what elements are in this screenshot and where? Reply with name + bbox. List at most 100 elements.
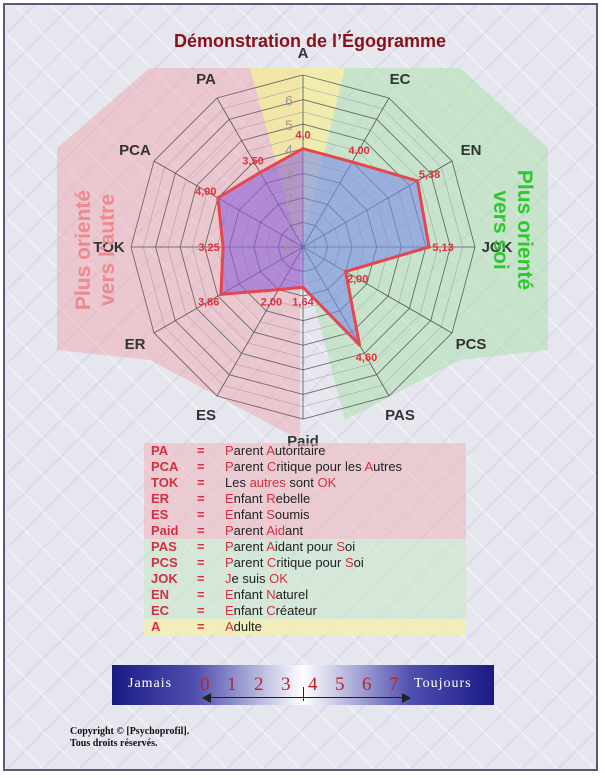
side-label-left-line2: vers l’autre (96, 194, 119, 306)
scale-arrow-line (205, 697, 407, 698)
data-point-pcs (344, 270, 348, 274)
legend-description-part: arent (233, 523, 267, 538)
axis-label-a: A (298, 45, 309, 62)
axis-label-jok: JOK (482, 239, 513, 256)
legend-description-part: S (266, 507, 275, 522)
value-label-ec: 4,00 (348, 145, 369, 157)
legend-description-part: E (225, 603, 234, 618)
legend-code: PCS (151, 555, 178, 570)
scale-number: 2 (254, 674, 264, 695)
legend-description: Enfant Naturel (225, 587, 308, 603)
side-label-left-line1: Plus orienté (72, 190, 95, 310)
legend-description-part: dulte (233, 619, 262, 634)
scale-number: 4 (308, 674, 318, 695)
legend-description-part: A (225, 619, 234, 634)
legend-code: EN (151, 587, 170, 602)
legend-description-part: R (266, 491, 276, 506)
value-label-tok: 3,25 (198, 242, 219, 254)
data-point-pa (258, 170, 262, 175)
side-label-right-line2: vers soi (489, 190, 512, 269)
data-point-ec (350, 160, 354, 164)
data-point-jok (427, 245, 431, 249)
legend-equals: = (197, 491, 205, 506)
scale-number: 5 (335, 674, 345, 695)
legend-description: Enfant Créateur (225, 603, 317, 619)
data-point-en (415, 179, 420, 183)
legend-description-part: ritique pour (276, 555, 345, 570)
value-label-er: 3,86 (198, 296, 219, 308)
axis-label-tok: TOK (93, 239, 125, 256)
legend-equals: = (197, 539, 205, 554)
legend-description-part: E (225, 587, 234, 602)
legend-row-pcs: PCS = Parent Critique pour Soi (144, 555, 466, 571)
data-point-paid (301, 285, 305, 289)
legend-code: PA (151, 443, 169, 458)
value-label-pas: 4,60 (356, 352, 377, 364)
legend-row-tok: TOK = Les autres sont OK (144, 475, 466, 491)
legend-description-part: utres (373, 459, 403, 474)
legend-row-pa: PA = Parent Autoritaire (144, 443, 466, 459)
legend-description-part: ebelle (275, 491, 311, 506)
legend-description-part: A (364, 459, 374, 474)
radial-tick-label: 2 (285, 191, 293, 207)
scale-number: 1 (227, 674, 237, 695)
legend-description-part: utoritaire (274, 443, 326, 458)
legend-code: PCA (151, 459, 179, 474)
legend-description-part: réateur (275, 603, 317, 618)
axis-label-pa: PA (196, 71, 216, 88)
legend-description-part: OK (317, 475, 337, 490)
legend-code: PAS (151, 539, 177, 554)
legend-description-part: E (225, 491, 234, 506)
legend-equals: = (197, 507, 205, 522)
value-label-pcs: 2,00 (347, 274, 368, 286)
scale-left-label: Jamais (128, 676, 173, 691)
axis-label-pas: PAS (385, 407, 415, 424)
legend-rows: PA = Parent Autoritaire PCA = Parent Critique… (144, 443, 466, 635)
legend-description-part: aturel (275, 587, 309, 602)
radial-tick-label: 5 (285, 117, 293, 133)
scale-number: 7 (389, 674, 399, 695)
legend-description-part: P (225, 443, 234, 458)
legend-equals: = (197, 443, 205, 458)
axis-label-pca: PCA (119, 142, 151, 159)
legend-code: A (151, 619, 161, 634)
legend-row-ec: EC = Enfant Créateur (144, 603, 466, 619)
value-label-pca: 4,00 (195, 186, 216, 198)
radial-tick-label: 0 (285, 240, 293, 256)
value-label-en: 5,38 (419, 169, 440, 181)
axis-label-ec: EC (390, 71, 411, 88)
copyright-line2: Tous droits réservés. (70, 738, 158, 749)
axis-label-er: ER (125, 336, 146, 353)
legend-description-part: N (266, 587, 276, 602)
legend-description-part: idant pour (274, 539, 337, 554)
zone-other (57, 68, 300, 440)
legend-description: Adulte (225, 619, 262, 635)
legend-description-part: Les (225, 475, 250, 490)
legend-description-part: E (225, 507, 234, 522)
legend-code: ER (151, 491, 170, 506)
legend-equals: = (197, 587, 205, 602)
legend-description-part: P (225, 523, 234, 538)
legend-band-other (144, 443, 466, 539)
page-title: Démonstration de l’Égogramme (174, 30, 446, 51)
legend-description-part: autres (249, 475, 286, 490)
legend-description-part: nfant (233, 587, 267, 602)
legend-description: Enfant Rebelle (225, 491, 310, 507)
legend-description-part: C (266, 555, 277, 570)
legend-description-part: arent (233, 555, 267, 570)
legend-description: Parent Critique pour les Autres (225, 459, 402, 475)
data-point-es (276, 288, 280, 292)
scale-arrow-left-icon (202, 693, 211, 703)
legend-code: JOK (151, 571, 178, 586)
scale-midpoint-tick (303, 687, 304, 701)
legend-description: Parent Critique pour Soi (225, 555, 364, 571)
value-label-pa: 3,50 (242, 155, 263, 167)
scale-arrow-right-icon (402, 693, 411, 703)
legend-description-part: nfant (233, 603, 267, 618)
legend-description-part: S (336, 539, 345, 554)
copyright: Copyright © [Psychoprofil]. Tous droits … (70, 726, 189, 750)
axis-label-pcs: PCS (456, 336, 487, 353)
legend-description: Parent Autoritaire (225, 443, 325, 459)
